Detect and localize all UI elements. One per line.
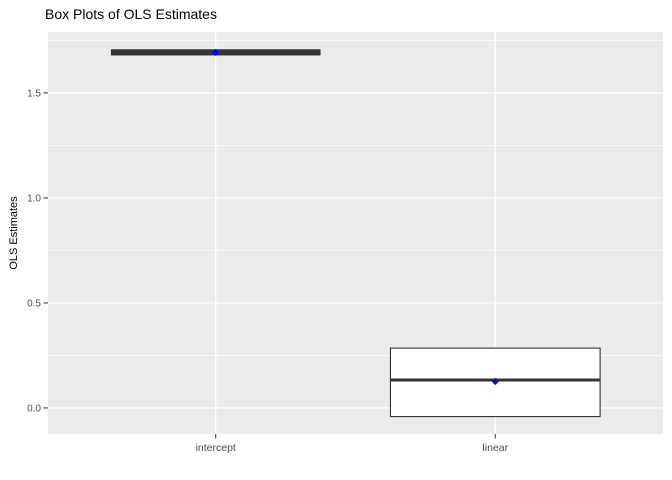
x-tick-label-intercept: intercept <box>196 442 236 454</box>
chart-title: Box Plots of OLS Estimates <box>45 6 217 22</box>
mean-point <box>491 377 499 386</box>
y-tick-label: 1.5 <box>27 88 41 99</box>
y-tick-label: 1.0 <box>27 193 41 204</box>
x-tick-label-linear: linear <box>482 442 508 454</box>
y-tick-label: 0.5 <box>27 298 41 309</box>
y-tick-label: 0.0 <box>27 403 41 414</box>
mean-point <box>212 48 220 56</box>
